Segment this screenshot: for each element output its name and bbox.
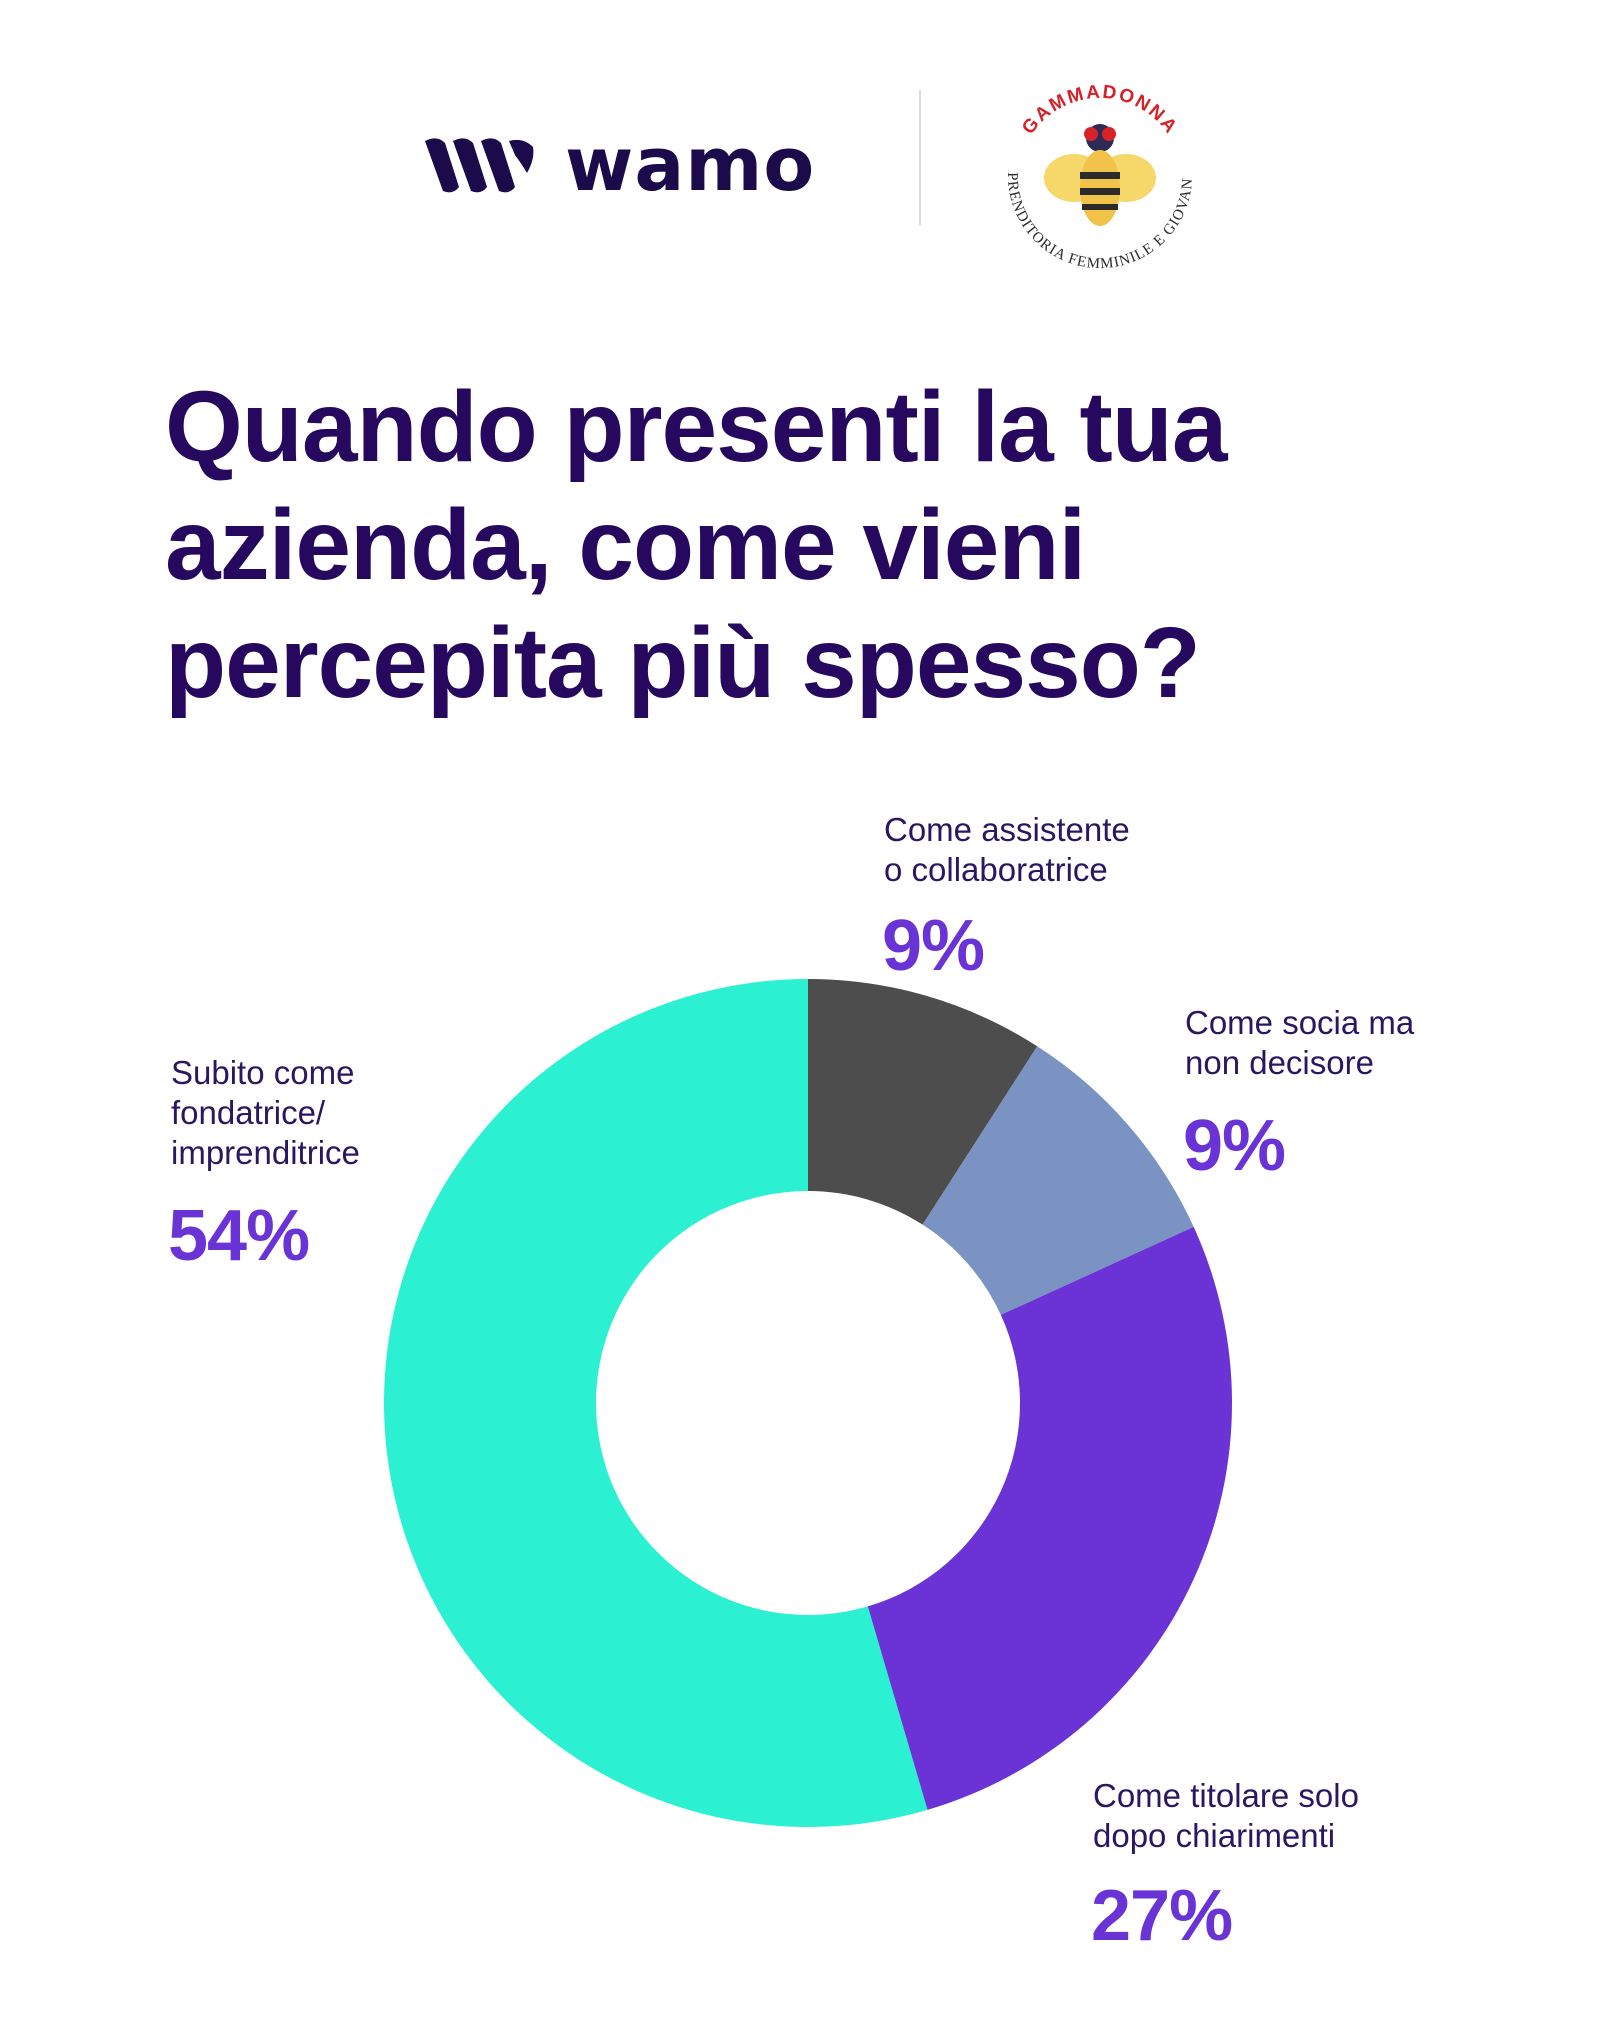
slice-value-assistente: 9%	[882, 906, 985, 986]
donut-slice-socia	[922, 1046, 1194, 1315]
slice-value-socia: 9%	[1183, 1106, 1286, 1186]
slice-label-fondatrice: Subito come fondatrice/ imprenditrice	[171, 1054, 360, 1171]
donut-slice-titolare	[867, 1226, 1233, 1810]
slice-label-assistente: Come assistente o collaboratrice	[884, 811, 1130, 888]
gammadonna-logo: GAMMADONNA IMPRENDITORIA FEMMINILE E GIO…	[983, 68, 1210, 280]
slice-label-titolare: Come titolare solo dopo chiarimenti	[1093, 1777, 1359, 1854]
donut-slice-fondatrice	[384, 979, 928, 1827]
wamo-logo-icon	[425, 138, 534, 193]
slice-label-socia: Come socia ma non decisore	[1185, 1004, 1415, 1081]
logo-divider	[919, 90, 921, 226]
slice-value-fondatrice: 54%	[168, 1196, 310, 1276]
slice-value-titolare: 27%	[1091, 1876, 1233, 1956]
donut-slice-assistente	[808, 979, 1038, 1225]
wamo-wordmark: wamo	[565, 122, 816, 208]
wamo-logo: wamo	[423, 128, 815, 202]
page-title: Quando presenti la tua azienda, come vie…	[165, 371, 1228, 719]
gammadonna-bee-icon: GAMMADONNA IMPRENDITORIA FEMMINILE E GIO…	[983, 68, 1195, 272]
